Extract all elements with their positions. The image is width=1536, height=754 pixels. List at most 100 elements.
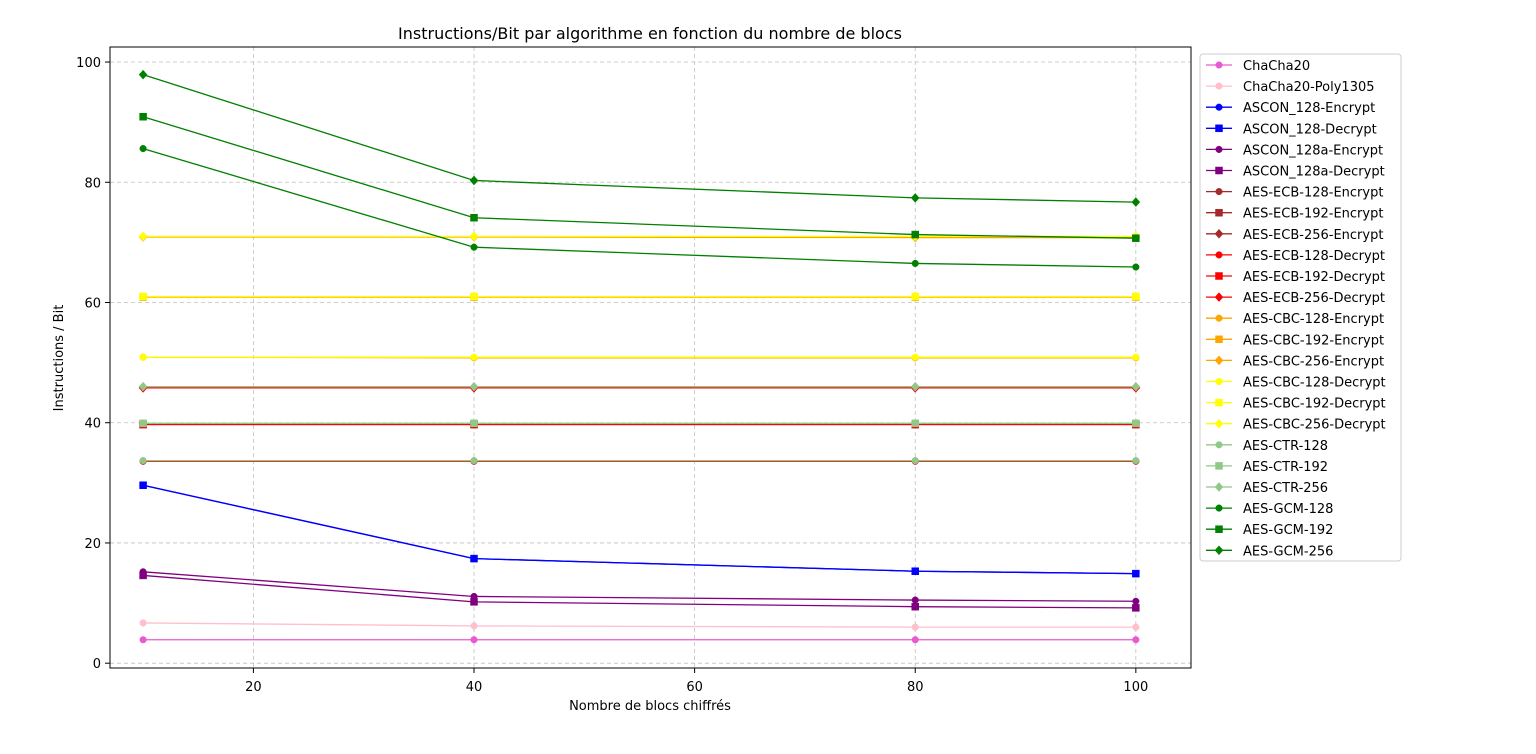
legend-label: ASCON_128-Decrypt xyxy=(1243,122,1377,137)
data-point xyxy=(139,353,147,361)
legend-swatch-marker xyxy=(1215,335,1223,344)
legend-label: AES-GCM-256 xyxy=(1243,544,1333,559)
series-line xyxy=(142,484,1136,575)
data-point xyxy=(1132,604,1140,612)
data-point xyxy=(911,602,919,611)
series-19 xyxy=(139,419,1140,428)
series-18 xyxy=(139,457,1140,465)
data-point xyxy=(470,243,478,251)
legend-swatch-marker xyxy=(1214,482,1224,492)
legend-swatch-marker xyxy=(1215,145,1223,153)
plot-frame xyxy=(109,46,1192,669)
legend-label: ASCON_128a-Encrypt xyxy=(1243,143,1383,158)
series-23 xyxy=(138,69,1141,207)
legend-label: AES-ECB-128-Encrypt xyxy=(1243,186,1383,201)
legend-swatch-marker xyxy=(1215,82,1223,90)
legend-label: ASCON_128-Encrypt xyxy=(1243,101,1375,116)
legend-label: AES-CTR-128 xyxy=(1243,439,1328,454)
data-point xyxy=(139,636,147,644)
series-1 xyxy=(139,619,1140,631)
data-point xyxy=(911,596,919,604)
y-tick-label: 60 xyxy=(84,296,101,311)
legend-label: AES-CTR-192 xyxy=(1243,460,1328,475)
series-20 xyxy=(138,381,1141,392)
legend-swatch-marker xyxy=(1215,208,1223,217)
x-tick-label: 100 xyxy=(1123,680,1148,695)
series-21 xyxy=(139,145,1140,271)
legend-swatch-marker xyxy=(1214,355,1224,366)
legend-entry: ChaCha20-Poly1305 xyxy=(1206,80,1375,95)
series-line xyxy=(143,574,1136,609)
legend-swatch-marker xyxy=(1215,525,1223,533)
legend-entry: ASCON_128-Encrypt xyxy=(1206,101,1375,116)
series-line xyxy=(143,236,1136,239)
legend-entry: AES-ECB-256-Decrypt xyxy=(1206,291,1385,306)
y-tick-label: 100 xyxy=(76,56,101,71)
legend-swatch-marker xyxy=(1215,188,1223,196)
data-point xyxy=(138,69,148,80)
x-axis-ticks: 20 40 60 80 100 xyxy=(245,668,1148,695)
data-point xyxy=(1132,292,1140,301)
series-16 xyxy=(139,292,1140,301)
legend-entry: AES-ECB-256-Encrypt xyxy=(1206,228,1383,243)
data-point xyxy=(470,636,478,644)
legend-entry: AES-CTR-192 xyxy=(1206,460,1328,475)
legend-entry: AES-CBC-256-Decrypt xyxy=(1206,418,1386,433)
y-axis-ticks: 0 20 40 60 80 100 xyxy=(76,56,110,672)
data-point xyxy=(911,567,919,575)
data-point xyxy=(139,481,147,489)
data-point xyxy=(1132,457,1140,465)
data-point xyxy=(911,353,919,361)
legend-entry: AES-ECB-128-Decrypt xyxy=(1206,249,1385,264)
series-line xyxy=(142,74,1136,203)
legend-label: AES-GCM-192 xyxy=(1243,523,1333,538)
series-15 xyxy=(139,353,1140,361)
legend-swatch-marker xyxy=(1215,398,1223,407)
data-point xyxy=(139,571,147,580)
data-point xyxy=(1132,623,1140,631)
legend-entry: AES-CTR-128 xyxy=(1206,439,1328,454)
legend-entry: AES-CTR-256 xyxy=(1206,481,1328,496)
legend-label: ChaCha20-Poly1305 xyxy=(1243,80,1375,95)
legend-label: AES-ECB-192-Decrypt xyxy=(1243,270,1385,285)
legend-swatch-marker xyxy=(1215,251,1223,259)
y-tick-label: 80 xyxy=(84,176,101,191)
legend-swatch-marker xyxy=(1215,103,1223,111)
legend-label: AES-CBC-256-Decrypt xyxy=(1243,418,1386,433)
legend-entry: ASCON_128a-Decrypt xyxy=(1206,165,1385,180)
data-point xyxy=(139,145,147,153)
legend-label: AES-ECB-256-Encrypt xyxy=(1243,228,1383,243)
legend-entry: AES-GCM-128 xyxy=(1206,502,1333,517)
legend-swatch-marker xyxy=(1215,377,1223,386)
legend-entry: ASCON_128a-Encrypt xyxy=(1206,143,1383,158)
data-point xyxy=(1131,197,1141,207)
legend-swatch-marker xyxy=(1215,462,1223,470)
legend-swatch-marker xyxy=(1215,166,1223,175)
data-point xyxy=(911,623,919,631)
data-point xyxy=(1131,381,1141,392)
legend-label: AES-CBC-192-Encrypt xyxy=(1243,333,1384,348)
legend-label: ASCON_128a-Decrypt xyxy=(1243,165,1385,180)
legend-swatch-marker xyxy=(1215,61,1223,69)
legend-swatch-marker xyxy=(1215,504,1223,512)
legend-entry: AES-ECB-192-Decrypt xyxy=(1206,270,1385,285)
legend-label: AES-ECB-192-Encrypt xyxy=(1243,207,1383,222)
legend-entry: AES-GCM-256 xyxy=(1206,544,1333,559)
legend-entry: AES-GCM-192 xyxy=(1206,523,1333,538)
legend-swatch-marker xyxy=(1214,545,1224,556)
legend-entry: ChaCha20 xyxy=(1206,59,1310,74)
y-tick-label: 20 xyxy=(84,537,101,552)
series-5 xyxy=(139,571,1140,612)
series-line xyxy=(142,116,1136,239)
series-lines xyxy=(138,69,1141,644)
data-point xyxy=(911,230,919,239)
data-point xyxy=(470,213,478,222)
legend-entry: AES-CBC-192-Decrypt xyxy=(1206,397,1386,412)
legend-label: AES-ECB-128-Decrypt xyxy=(1243,249,1385,264)
y-tick-label: 0 xyxy=(93,657,101,672)
legend-label: AES-GCM-128 xyxy=(1243,502,1333,517)
legend-label: ChaCha20 xyxy=(1243,59,1310,74)
data-point xyxy=(911,457,919,465)
chart-title: Instructions/Bit par algorithme en fonct… xyxy=(398,24,902,43)
data-point xyxy=(469,231,479,242)
